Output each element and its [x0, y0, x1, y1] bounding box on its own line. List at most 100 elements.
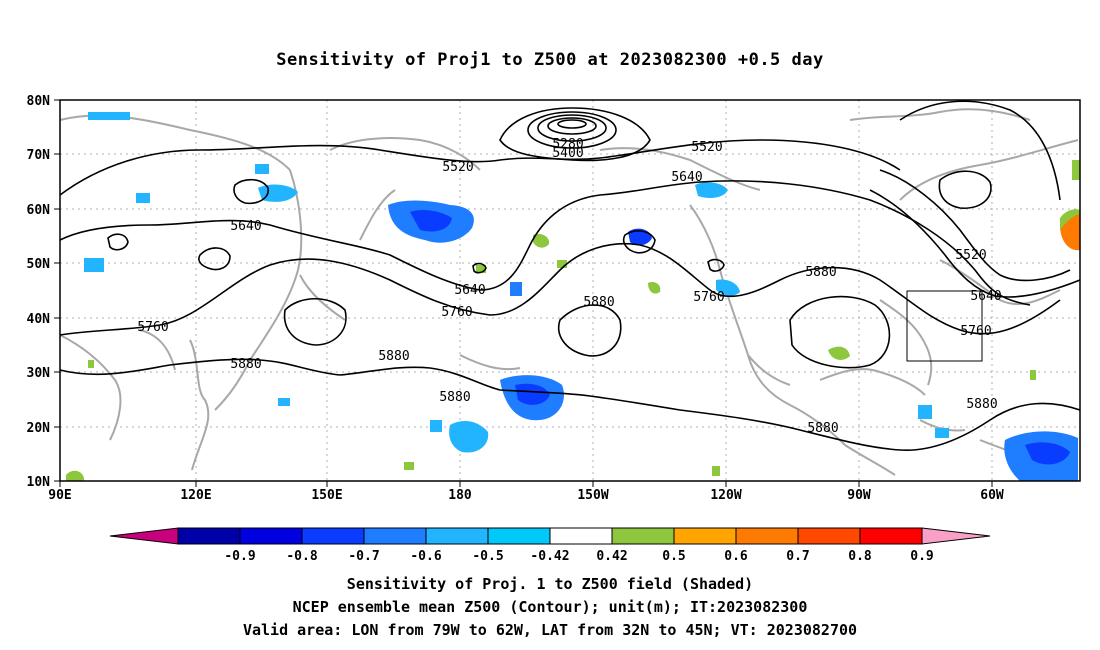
shade-blue-aleutian-core	[410, 210, 452, 232]
contour-5280	[527, 111, 617, 149]
contour-label: 5760	[960, 324, 991, 339]
lat-label: 70N	[27, 148, 51, 163]
colorbar-swatch	[797, 527, 861, 545]
map-title: Sensitivity of Proj1 to Z500 at 20230823…	[276, 50, 824, 70]
shade-green-6	[404, 462, 414, 470]
shade-green-3	[828, 346, 850, 360]
caption-shading: Sensitivity of Proj. 1 to Z500 field (Sh…	[346, 575, 754, 593]
z500-contours	[59, 100, 1081, 451]
contour-5520-west	[59, 139, 901, 196]
colorbar-tick-label: -0.9	[224, 549, 255, 564]
shade-cyan-pacific-south	[449, 420, 489, 453]
colorbar-tick-label: 0.42	[596, 549, 627, 564]
contour-label: 5520	[442, 160, 473, 175]
contour-high-west	[283, 298, 347, 346]
contour-5880-east	[679, 402, 1081, 451]
lat-label: 30N	[27, 366, 51, 381]
shade-green-10	[1030, 370, 1036, 380]
colorbar-swatch	[673, 527, 737, 545]
contour-label: 5280	[552, 137, 583, 152]
lat-label: 10N	[27, 475, 51, 490]
contour-label: 5880	[807, 421, 838, 436]
contour-label: 5880	[230, 357, 261, 372]
shade-green-5	[476, 265, 486, 273]
colorbar-tick-label: 0.5	[662, 549, 685, 564]
shade-blue-pacific-core	[515, 383, 550, 405]
lon-label: 90W	[847, 488, 871, 503]
lon-label: 120E	[180, 488, 211, 503]
shade-green-8	[88, 360, 94, 368]
colorbar-tick-label: 0.8	[848, 549, 872, 564]
contour-label: 5640	[454, 283, 485, 298]
lon-label: 150W	[577, 488, 608, 503]
contour-label: 5400	[552, 146, 583, 161]
colorbar-swatch	[611, 527, 675, 545]
colorbar-tick-label: 0.9	[910, 549, 933, 564]
shade-cyan-small-3	[255, 164, 269, 174]
shade-green-2	[648, 282, 661, 294]
shade-green-7	[712, 466, 720, 476]
contour-low-center-2	[547, 117, 597, 135]
shade-cyan-small-9	[430, 420, 442, 432]
lat-label: 50N	[27, 257, 51, 272]
contour-trough-east-2	[869, 189, 1081, 298]
contour-label: 5880	[805, 265, 836, 280]
shade-blue-atlantic-core	[1025, 442, 1070, 465]
lat-label: 80N	[27, 94, 51, 109]
shade-cyan-small-4	[136, 193, 150, 203]
contour-label: 5640	[970, 289, 1001, 304]
colorbar-swatch	[487, 527, 551, 545]
contour-high-pacific	[558, 304, 622, 357]
shade-cyan-small-6	[918, 405, 932, 419]
latitude-labels: 80N 70N 60N 50N 40N 30N 20N 10N	[27, 94, 51, 490]
shade-green-11	[66, 470, 84, 481]
shade-cyan-small-1	[88, 112, 130, 120]
lat-label: 40N	[27, 312, 51, 327]
caption-contour: NCEP ensemble mean Z500 (Contour); unit(…	[292, 598, 808, 616]
colorbar-tick-label: 0.6	[724, 549, 748, 564]
lon-label: 90E	[48, 488, 71, 503]
colorbar-swatch	[177, 527, 241, 545]
colorbar-end-low	[109, 527, 179, 545]
shade-cyan-gulf-alaska	[695, 182, 728, 198]
shade-green-9	[1072, 160, 1080, 180]
shade-green-east	[1060, 209, 1080, 230]
contour-label: 5640	[230, 219, 261, 234]
colorbar-swatch	[735, 527, 799, 545]
contour-high-east	[789, 295, 891, 369]
colorbar-swatch	[425, 527, 489, 545]
contour-small-low-1	[233, 178, 269, 205]
contour-small-low-3	[198, 247, 231, 271]
contour-label: 5520	[955, 248, 986, 263]
contour-label: 5520	[691, 140, 722, 155]
contour-label: 5760	[693, 290, 724, 305]
colorbar-swatch	[549, 527, 613, 545]
valid-area-box	[906, 290, 983, 362]
lon-label: 150E	[311, 488, 342, 503]
contour-small-low-2	[107, 233, 129, 251]
contour-label: 5880	[439, 390, 470, 405]
contour-labels: 5280 5400 5520 5520 5640 5640 5520 5640 …	[137, 137, 1001, 436]
contour-label: 5880	[966, 397, 997, 412]
shade-cyan-small-8	[278, 398, 290, 406]
coastlines	[59, 108, 1079, 476]
colorbar-swatch	[363, 527, 427, 545]
contour-5880-west	[59, 358, 341, 376]
shade-cyan-bc	[716, 279, 740, 296]
contour-5880-mid	[339, 366, 681, 411]
colorbar-end-high	[921, 527, 991, 545]
colorbar-tick-label: -0.7	[348, 549, 379, 564]
colorbar-swatch	[301, 527, 365, 545]
contour-label: 5880	[378, 349, 409, 364]
contour-label: 5760	[137, 320, 168, 335]
colorbar-tick-label: -0.8	[286, 549, 317, 564]
lon-label: 60W	[980, 488, 1004, 503]
contour-low-center-1	[557, 119, 587, 129]
contour-label: 5880	[583, 295, 614, 310]
contour-small-low-6	[472, 262, 487, 274]
lon-label: 180	[448, 488, 472, 503]
contour-label: 5640	[671, 170, 702, 185]
contour-small-low-5	[707, 258, 725, 272]
contour-label: 5760	[441, 305, 472, 320]
map-frame	[59, 99, 1081, 482]
